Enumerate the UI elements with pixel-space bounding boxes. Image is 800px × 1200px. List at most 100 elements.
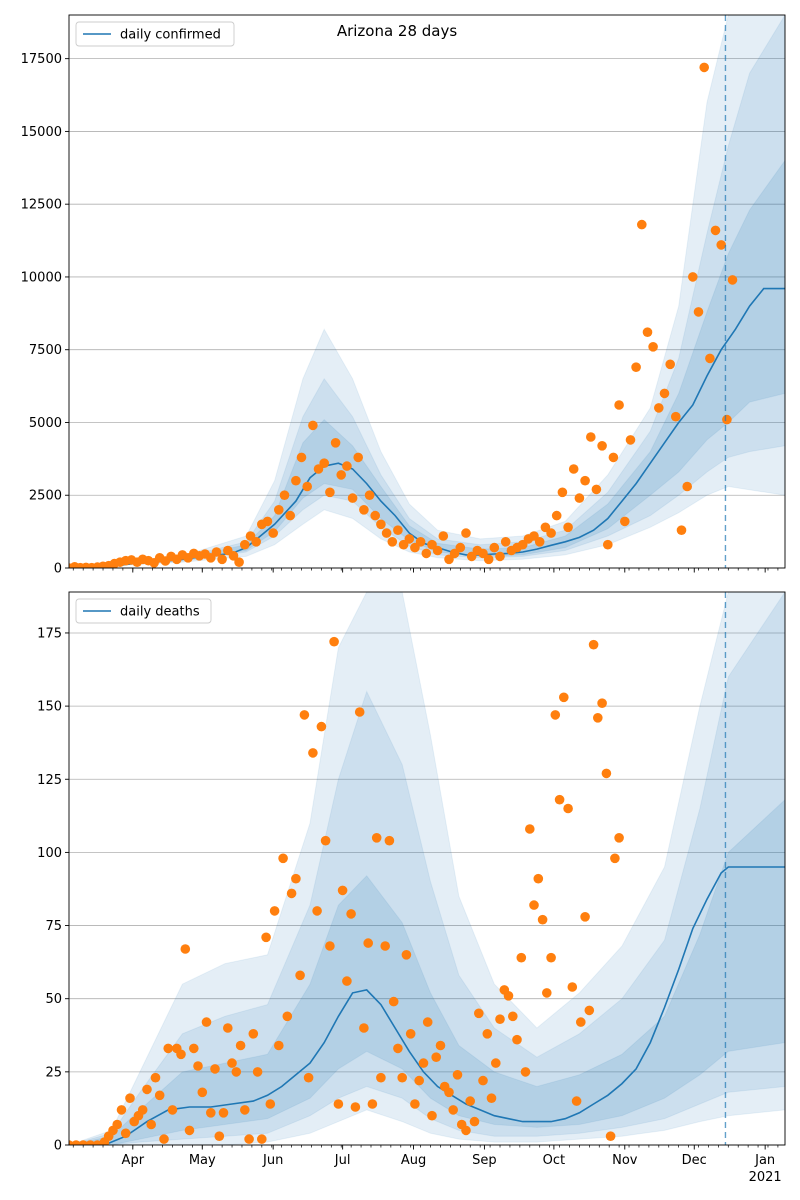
data-point bbox=[614, 400, 624, 410]
data-point bbox=[295, 970, 305, 981]
data-point bbox=[415, 537, 426, 547]
data-point bbox=[364, 490, 375, 501]
data-point bbox=[642, 327, 653, 338]
data-point bbox=[444, 1087, 454, 1098]
legend: daily deaths bbox=[75, 598, 212, 624]
data-point bbox=[404, 534, 415, 544]
data-point bbox=[500, 537, 511, 547]
data-point bbox=[574, 493, 585, 503]
data-point bbox=[337, 885, 348, 896]
data-point bbox=[529, 900, 539, 910]
data-point bbox=[586, 432, 596, 442]
data-point bbox=[235, 1040, 246, 1051]
y-tick-label: 50 bbox=[45, 992, 62, 1007]
data-point bbox=[512, 1034, 522, 1045]
x-year-label: 2021 bbox=[749, 1170, 782, 1185]
data-point bbox=[137, 1105, 148, 1115]
data-point bbox=[491, 1058, 501, 1068]
data-point bbox=[248, 1029, 259, 1039]
data-point bbox=[350, 1102, 361, 1112]
data-point bbox=[112, 1119, 122, 1130]
data-point bbox=[296, 452, 307, 463]
data-point bbox=[482, 1029, 493, 1039]
y-tick-label: 0 bbox=[54, 1139, 62, 1154]
legend-label: daily deaths bbox=[120, 605, 200, 620]
data-point bbox=[405, 1029, 416, 1039]
data-point bbox=[671, 411, 681, 422]
data-point bbox=[605, 1131, 616, 1141]
data-point bbox=[665, 359, 675, 370]
data-point bbox=[320, 835, 331, 846]
data-point bbox=[354, 707, 365, 717]
legend-label: daily confirmed bbox=[120, 28, 221, 43]
y-tick-label: 125 bbox=[37, 773, 62, 788]
data-point bbox=[588, 639, 599, 650]
data-point bbox=[279, 490, 290, 501]
legend-box bbox=[75, 21, 235, 47]
data-point bbox=[269, 906, 280, 916]
data-point bbox=[197, 1087, 208, 1098]
data-point bbox=[376, 519, 386, 530]
data-point bbox=[163, 1043, 173, 1054]
data-point bbox=[325, 487, 335, 498]
data-point bbox=[367, 1099, 378, 1109]
data-point bbox=[520, 1067, 531, 1077]
data-point bbox=[370, 510, 381, 521]
axes-frame bbox=[68, 591, 786, 1146]
x-tick-label: May bbox=[189, 1153, 216, 1168]
data-point bbox=[534, 537, 545, 547]
data-point bbox=[274, 1040, 284, 1051]
y-tick-label: 150 bbox=[37, 700, 62, 715]
data-point bbox=[676, 525, 687, 535]
data-point bbox=[189, 1043, 199, 1054]
y-tick-label: 5000 bbox=[29, 416, 62, 431]
data-point bbox=[452, 1070, 463, 1080]
deaths-panel: 0 25 50 75 100 125 150 175 Apr May Jun Jul Aug Sep Oct… bbox=[37, 591, 786, 1185]
data-point bbox=[557, 487, 568, 498]
data-point bbox=[580, 912, 590, 922]
data-point bbox=[240, 539, 250, 550]
uncertainty-band bbox=[69, 592, 785, 1145]
data-point bbox=[285, 510, 296, 521]
data-point bbox=[608, 452, 619, 463]
uncertainty-band bbox=[69, 15, 785, 568]
data-point bbox=[537, 914, 548, 925]
data-point bbox=[648, 342, 658, 352]
data-point bbox=[727, 275, 738, 285]
data-point bbox=[342, 461, 352, 471]
data-point bbox=[78, 1140, 88, 1145]
x-tick-label: Apr bbox=[122, 1153, 145, 1168]
data-point bbox=[597, 441, 607, 451]
data-point bbox=[359, 1023, 369, 1033]
data-point bbox=[342, 976, 352, 986]
data-point bbox=[567, 982, 578, 992]
data-point bbox=[710, 225, 721, 236]
data-point bbox=[234, 557, 244, 567]
data-point bbox=[291, 475, 301, 486]
data-point bbox=[210, 1064, 220, 1074]
data-point bbox=[388, 996, 399, 1007]
data-point bbox=[71, 1140, 81, 1145]
data-point bbox=[274, 505, 284, 515]
data-point bbox=[387, 537, 398, 547]
data-point bbox=[120, 1128, 131, 1139]
uncertainty-band bbox=[69, 15, 785, 568]
figure-title: Arizona 28 days bbox=[337, 22, 458, 40]
data-point bbox=[302, 481, 313, 492]
y-tick-label: 7500 bbox=[29, 343, 62, 358]
data-point bbox=[593, 713, 603, 723]
data-point bbox=[308, 748, 318, 758]
data-point bbox=[435, 1040, 446, 1051]
data-point bbox=[150, 1072, 161, 1083]
data-point bbox=[316, 721, 327, 732]
data-point bbox=[705, 353, 715, 364]
data-point bbox=[381, 528, 392, 538]
data-point bbox=[154, 1090, 165, 1101]
data-point bbox=[533, 873, 544, 884]
data-point bbox=[546, 952, 556, 963]
data-point bbox=[625, 435, 636, 445]
data-point bbox=[495, 1014, 505, 1024]
data-point bbox=[559, 692, 569, 703]
data-point bbox=[438, 531, 449, 541]
data-point bbox=[240, 1105, 250, 1115]
